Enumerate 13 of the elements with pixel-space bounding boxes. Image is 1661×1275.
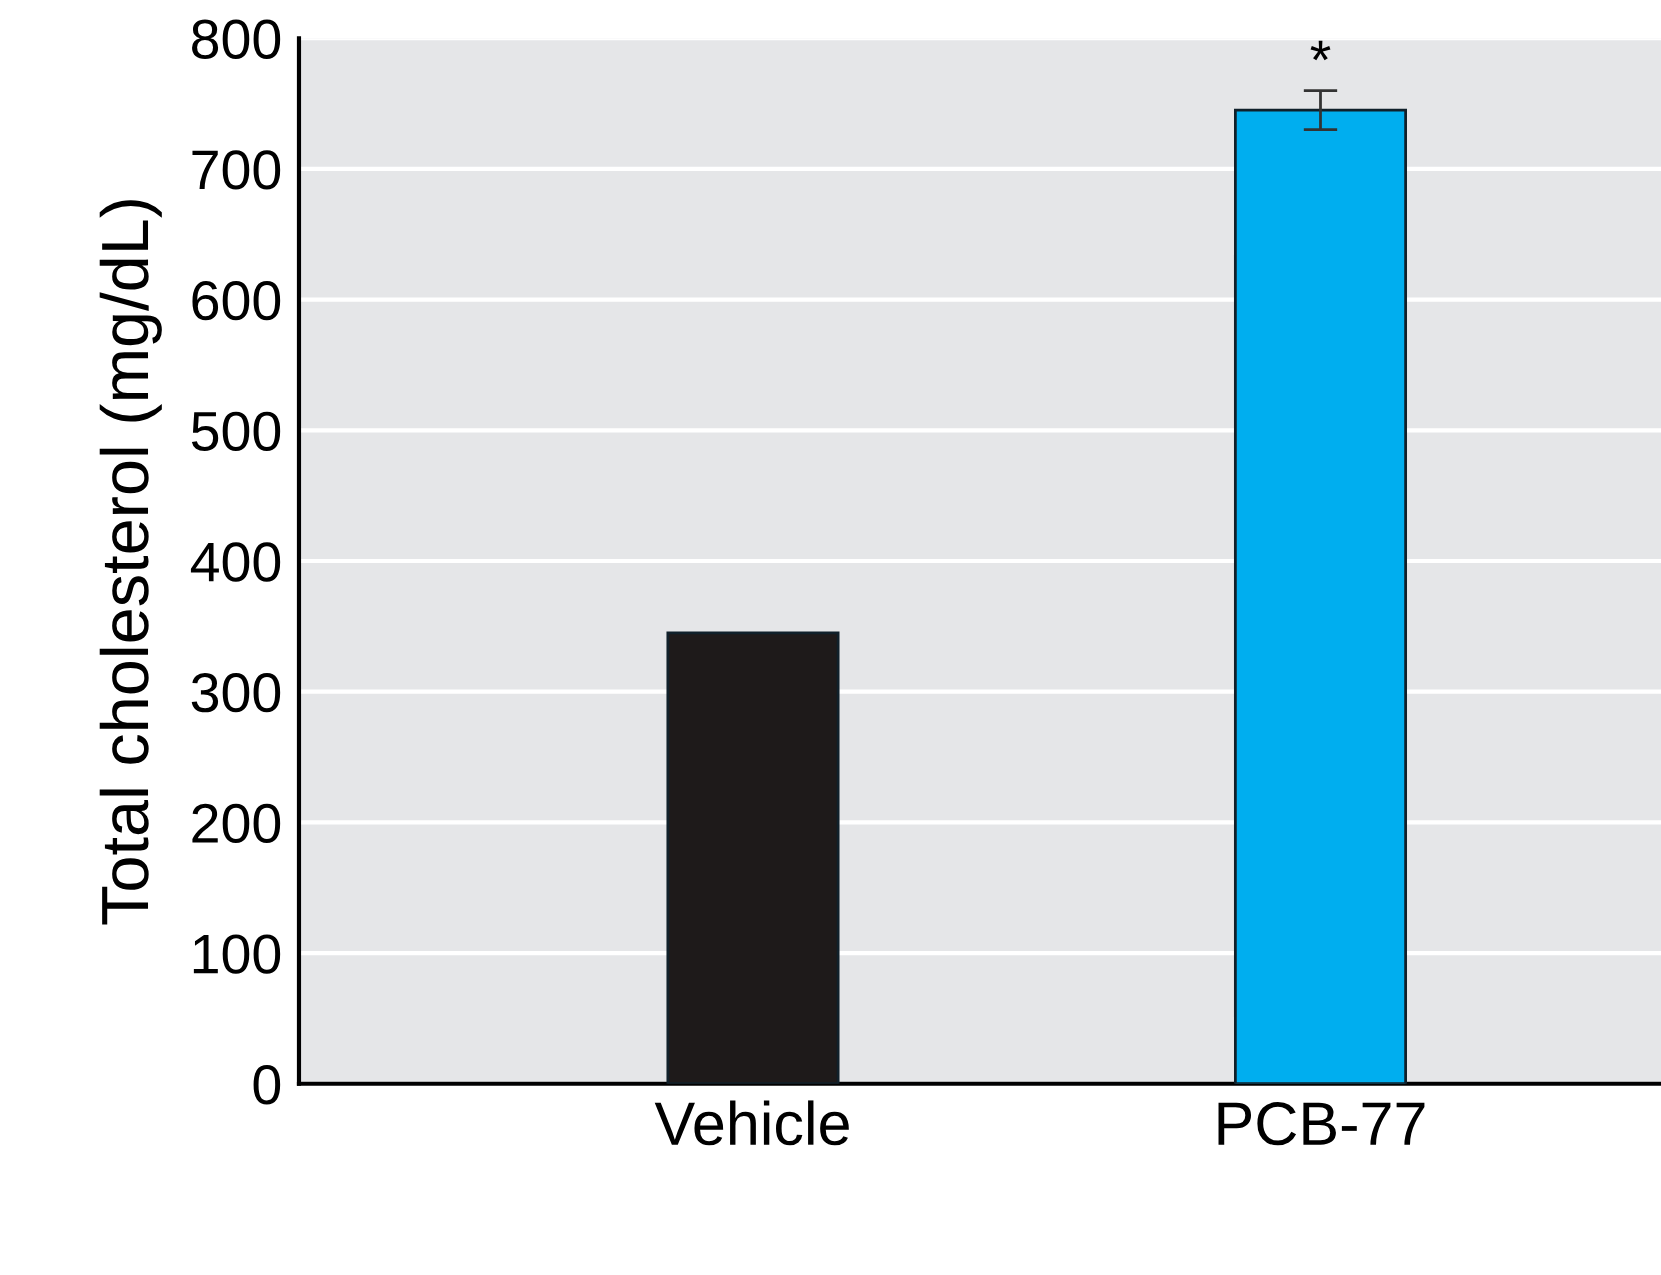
- y-tick-label: 0: [253, 1065, 281, 1105]
- annotation: *: [1310, 40, 1331, 61]
- y-axis-title: Total cholesterol (mg/dL): [99, 200, 162, 925]
- y-tick-label: 500: [191, 411, 281, 451]
- y-tick-label: 800: [192, 19, 281, 59]
- x-tick-label: PCB-77: [1218, 1102, 1425, 1146]
- y-tick-label: 400: [190, 542, 281, 582]
- y-tick-label: 100: [193, 934, 281, 974]
- y-tick-label: 600: [192, 280, 281, 321]
- x-tick-label: Vehicle: [654, 1100, 849, 1146]
- y-tick-label: 200: [192, 803, 281, 844]
- y-tick-label: 300: [191, 673, 281, 713]
- y-tick-label: 700: [192, 150, 281, 190]
